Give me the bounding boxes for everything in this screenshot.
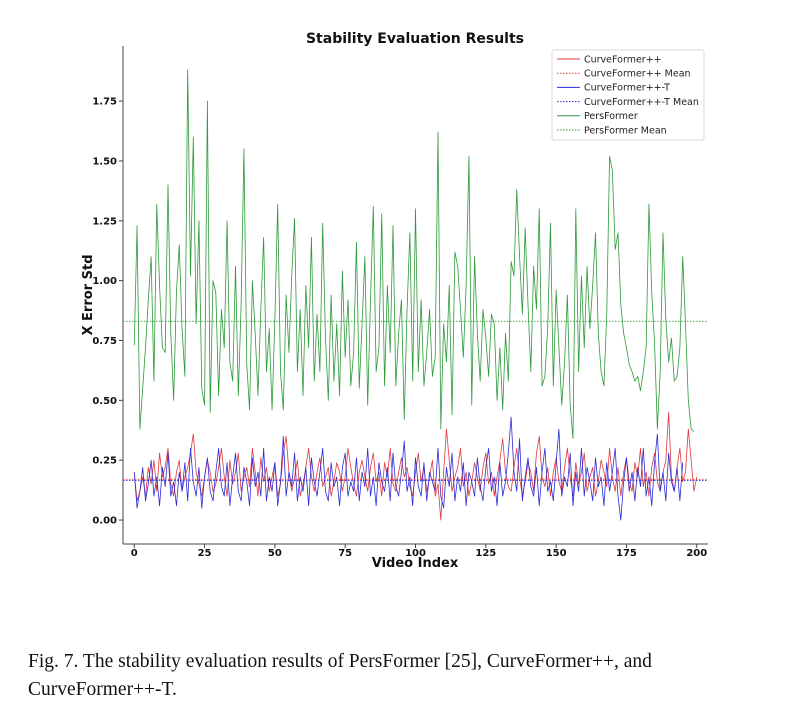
legend-label: PersFormer (584, 111, 638, 122)
chart-legend: CurveFormer++ CurveFormer++ Mean CurveForm… (551, 49, 705, 141)
series-line-persformer (133, 69, 695, 440)
legend-label: PersFormer Mean (584, 125, 667, 136)
x-axis-label: Video Index (372, 556, 459, 571)
y-tick-label: 1.25 (92, 216, 117, 227)
legend-label: CurveFormer++ (584, 54, 662, 65)
figure-caption: Fig. 7. The stability evaluation results… (28, 651, 652, 700)
series-line-curveformerpp (133, 411, 698, 521)
y-tick-label: 0.00 (92, 516, 117, 527)
x-tick-label: 25 (198, 548, 212, 559)
y-axis-label: X Error Std (81, 254, 96, 335)
chart-title: Stability Evaluation Results (306, 31, 524, 47)
y-tick-label: 0.75 (92, 336, 117, 347)
legend-box (551, 49, 705, 141)
y-tick-label: 0.50 (92, 396, 117, 407)
stability-chart: Stability Evaluation Results 0 25 50 75 100 1… (81, 31, 708, 571)
legend-label: CurveFormer++ Mean (584, 69, 691, 80)
x-tick-label: 100 (405, 548, 426, 559)
legend-label: CurveFormer++-T (584, 83, 670, 94)
y-tick-label: 0.25 (92, 456, 117, 467)
x-tick-label: 50 (268, 548, 282, 559)
x-tick-label: 125 (475, 548, 496, 559)
x-tick-label: 150 (546, 548, 567, 559)
x-tick-label: 200 (686, 548, 707, 559)
x-tick-label: 175 (616, 548, 637, 559)
y-tick-label: 1.75 (92, 97, 117, 108)
y-tick-label: 1.00 (92, 276, 117, 287)
legend-label: CurveFormer++-T Mean (584, 97, 699, 108)
x-tick-label: 0 (131, 548, 138, 559)
y-tick-label: 1.50 (92, 156, 117, 167)
x-tick-label: 75 (338, 548, 352, 559)
axis-ticks: 0 25 50 75 100 125 150 175 200 0.00 0.25 0.50 0.75 1.… (92, 97, 707, 559)
means-layer (123, 320, 708, 482)
